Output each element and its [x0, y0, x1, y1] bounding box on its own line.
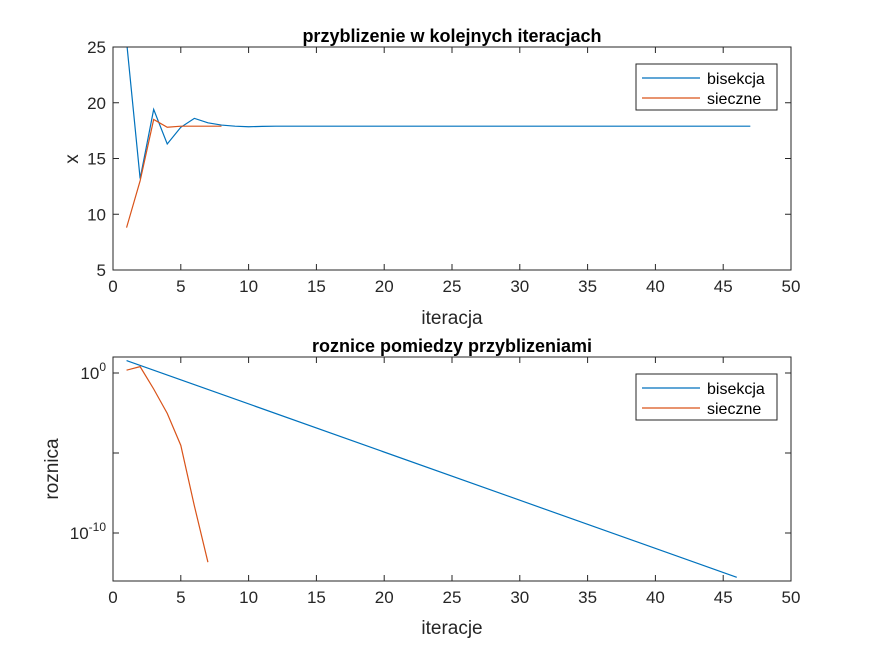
top-chart-xtick-label: 45: [714, 277, 733, 296]
top-chart-series: [125, 47, 751, 228]
bottom-chart-legend-label-bisekcja: bisekcja: [707, 381, 765, 398]
bottom-chart-series: [126, 359, 737, 578]
top-chart-legend: bisekcja sieczne: [635, 63, 778, 111]
bottom-chart-xtick-label: 45: [714, 588, 733, 607]
bottom-chart-series-bisekcja: [126, 359, 737, 578]
top-chart-xtick-label: 35: [578, 277, 597, 296]
top-chart-ytick-label: 5: [97, 261, 106, 280]
bottom-chart: roznice pomiedzy przyblizeniami 0 5 10 15 20…: [42, 336, 800, 639]
top-chart-ytick-label: 10: [87, 205, 106, 224]
bottom-chart-xtick-label: 15: [307, 588, 326, 607]
top-chart-title: przyblizenie w kolejnych iteracjach: [302, 26, 601, 46]
bottom-chart-xtick-label: 0: [108, 588, 117, 607]
top-chart-xlabel: iteracja: [421, 308, 483, 329]
bottom-chart-xtick-label: 5: [176, 588, 185, 607]
bottom-chart-ticks: 0 5 10 15 20 25 30 35 40 45 50 10-10 100: [70, 357, 801, 607]
bottom-chart-ytick-label: 10-10: [70, 520, 107, 543]
top-chart-ylabel: x: [62, 154, 83, 164]
bottom-chart-xtick-label: 30: [510, 588, 529, 607]
bottom-chart-xtick-label: 20: [375, 588, 394, 607]
top-chart-ytick-label: 20: [87, 94, 106, 113]
bottom-chart-ytick-label: 100: [80, 360, 106, 383]
bottom-chart-legend-label-sieczne: sieczne: [707, 401, 761, 418]
top-chart-xtick-label: 40: [646, 277, 665, 296]
top-chart-ytick-label: 15: [87, 150, 106, 169]
bottom-chart-xlabel: iteracje: [421, 618, 482, 639]
top-chart-xtick-label: 0: [108, 277, 117, 296]
bottom-chart-ylabel: roznica: [42, 438, 63, 500]
bottom-chart-xtick-label: 35: [578, 588, 597, 607]
bottom-chart-xtick-label: 50: [782, 588, 801, 607]
top-chart-ytick-label: 25: [87, 38, 106, 57]
top-chart-legend-label-sieczne: sieczne: [707, 91, 761, 108]
top-chart-xtick-label: 10: [239, 277, 258, 296]
bottom-chart-series-sieczne: [126, 365, 209, 563]
top-chart-legend-label-bisekcja: bisekcja: [707, 71, 765, 88]
top-chart: przyblizenie w kolejnych iteracjach 0 5 10…: [62, 26, 800, 329]
top-chart-xtick-label: 50: [782, 277, 801, 296]
top-chart-xtick-label: 5: [176, 277, 185, 296]
bottom-chart-xtick-label: 25: [443, 588, 462, 607]
bottom-chart-legend-box: [635, 373, 778, 421]
top-chart-axes-box: [112, 46, 792, 271]
top-chart-xtick-label: 20: [375, 277, 394, 296]
bottom-chart-title: roznice pomiedzy przyblizeniami: [312, 336, 592, 356]
top-chart-xtick-label: 30: [510, 277, 529, 296]
top-chart-xtick-label: 15: [307, 277, 326, 296]
top-chart-series-bisekcja: [126, 47, 751, 179]
bottom-chart-legend: bisekcja sieczne: [635, 373, 778, 421]
bottom-chart-xtick-label: 40: [646, 588, 665, 607]
top-chart-series-sieczne: [125, 118, 222, 228]
bottom-chart-xtick-label: 10: [239, 588, 258, 607]
top-chart-legend-box: [635, 63, 778, 111]
top-chart-xtick-label: 25: [443, 277, 462, 296]
bottom-chart-axes-box: [112, 356, 792, 582]
